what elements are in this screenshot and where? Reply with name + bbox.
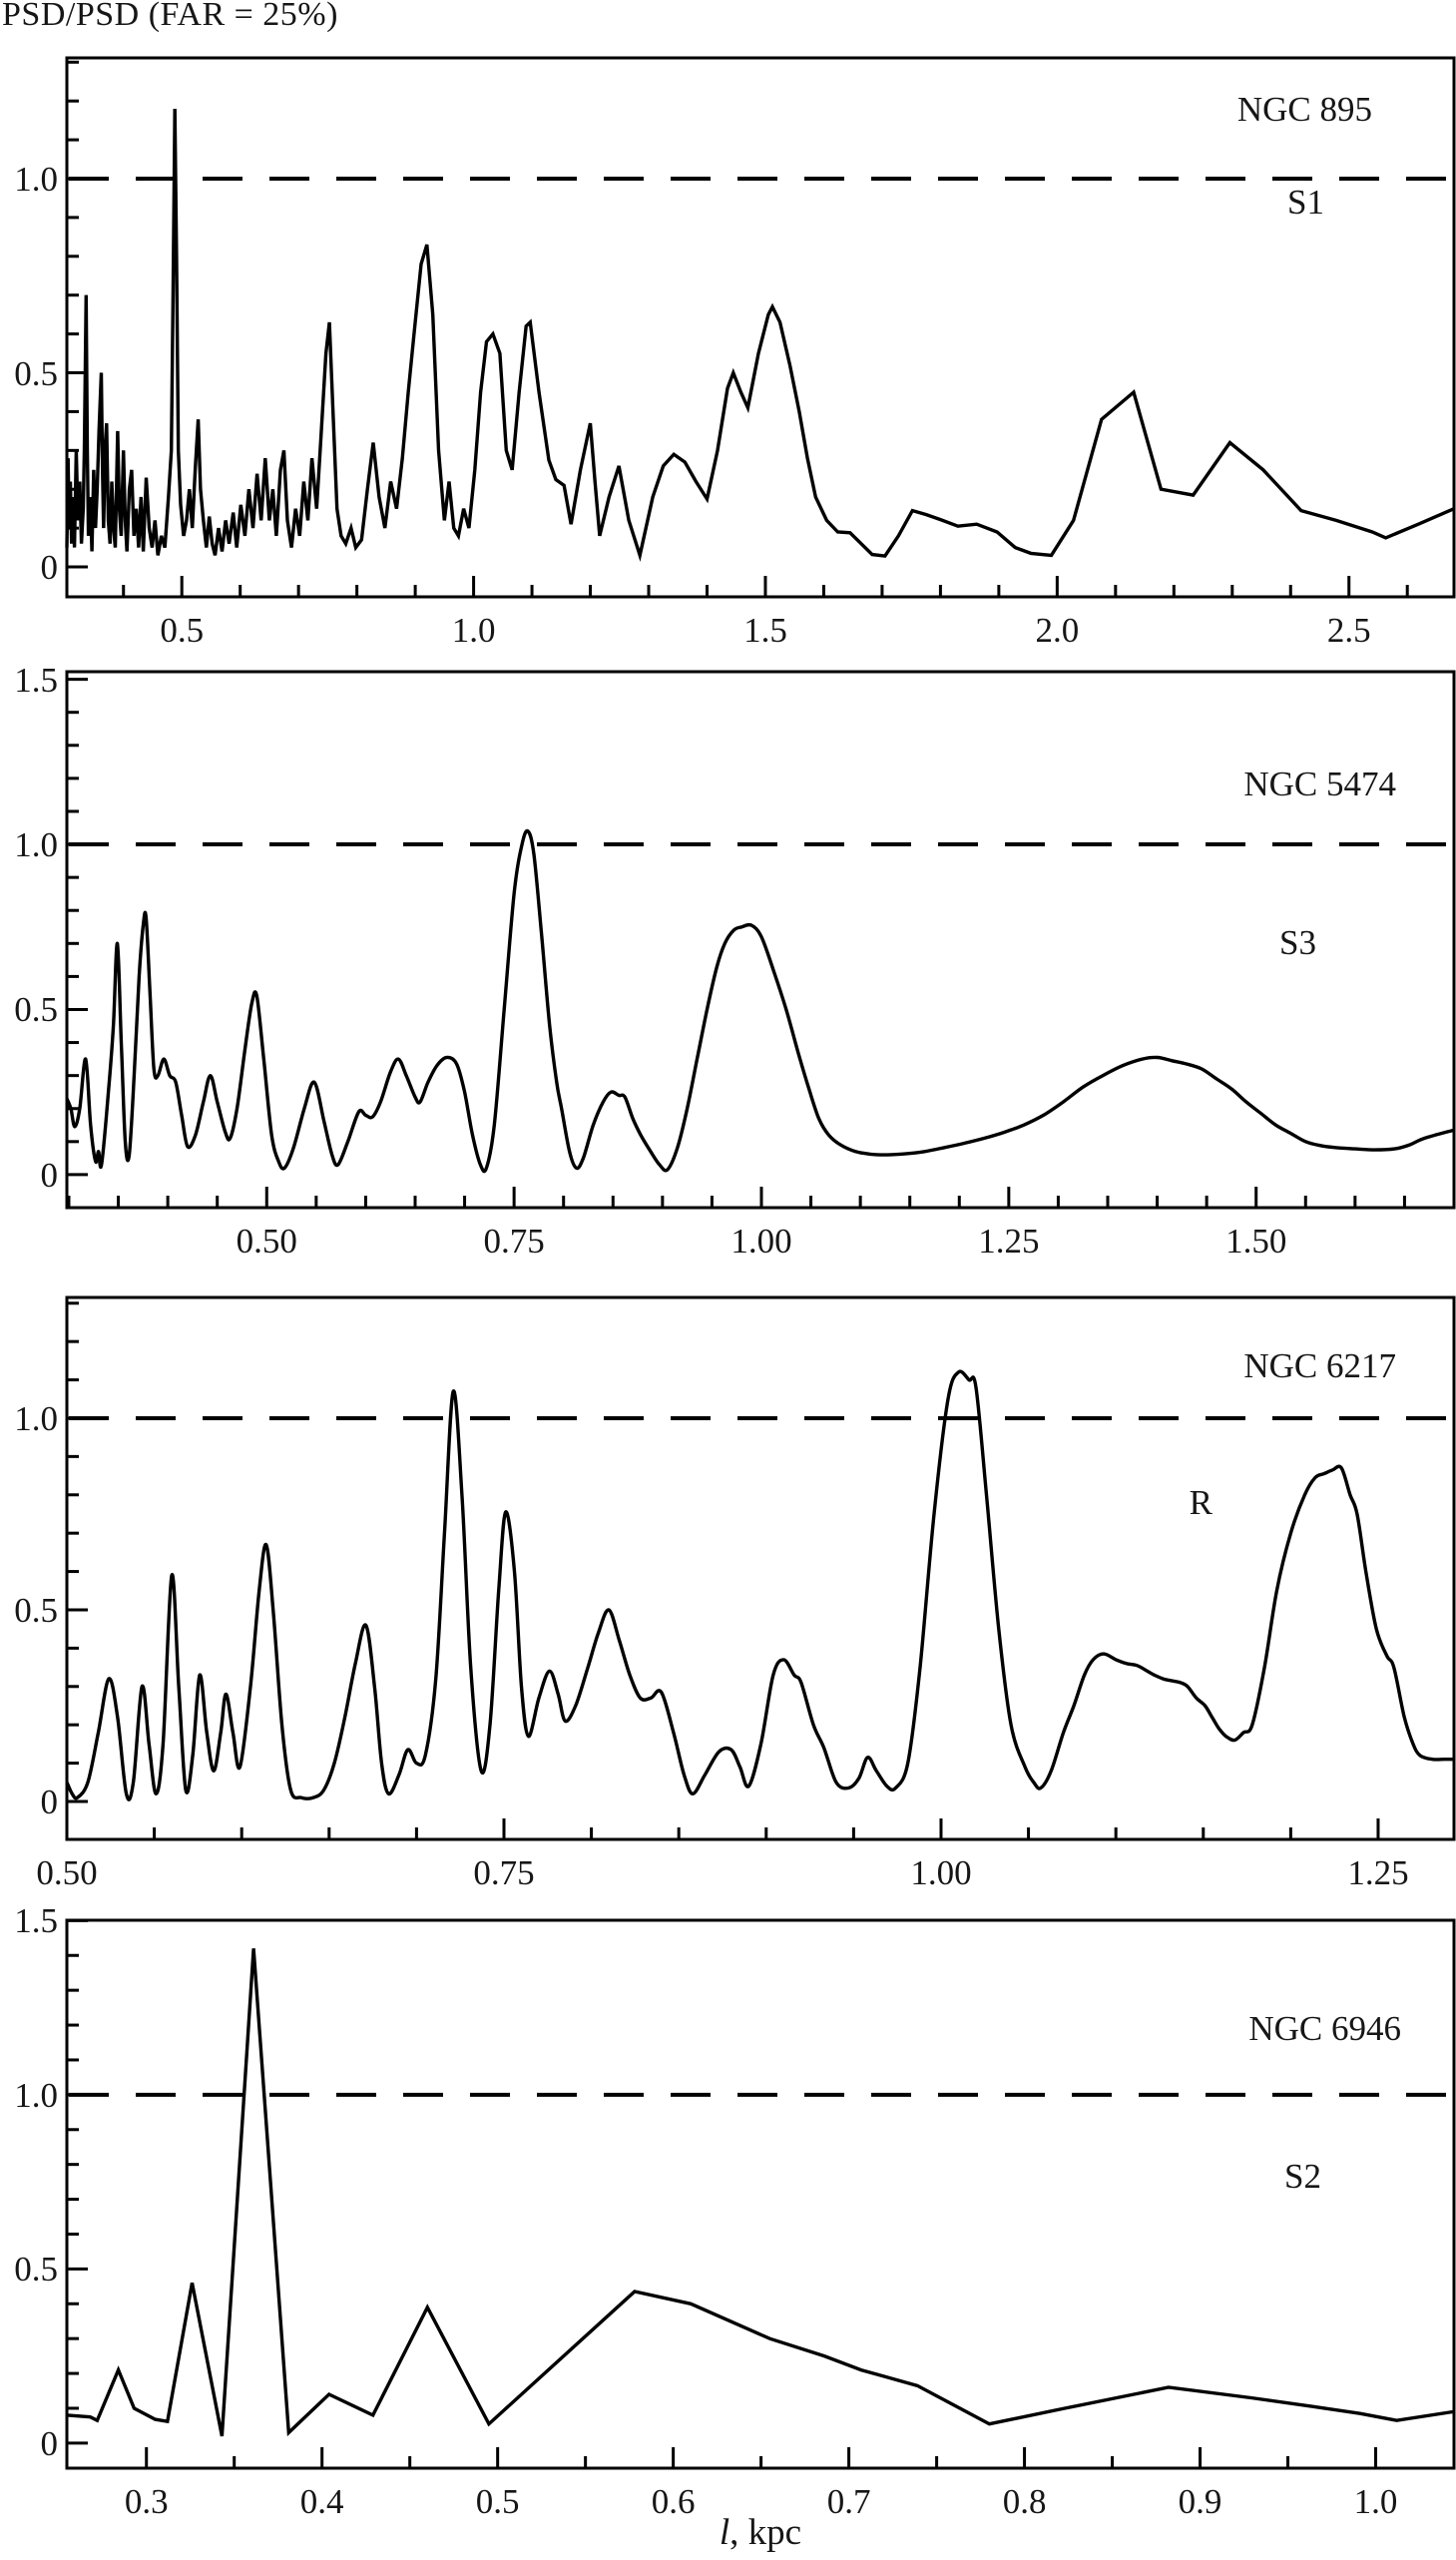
panel-frame (65, 670, 1456, 1210)
x-tick-label: 0.6 (651, 2482, 696, 2521)
x-tick-label: 1.00 (730, 1222, 792, 1261)
x-tick-label: 0.9 (1178, 2482, 1222, 2521)
panel-label-ngc-6217: NGC 6217 (1243, 1346, 1396, 1385)
y-tick-label: 0.5 (14, 353, 58, 393)
panel-frame (65, 56, 1456, 599)
x-tick-label: 0.3 (124, 2482, 169, 2521)
x-tick-label: 0.4 (299, 2482, 344, 2521)
x-tick-label: 0.75 (473, 1853, 535, 1892)
y-tick-label: 0.5 (14, 2250, 58, 2290)
panel-sublabel-s1: S1 (1287, 183, 1324, 222)
panel-label-ngc-895: NGC 895 (1236, 90, 1372, 129)
y-tick-label: 1.0 (14, 2075, 58, 2115)
x-tick-label: 0.50 (236, 1222, 297, 1261)
y-tick-label: 1.5 (14, 660, 58, 700)
y-tick-label: 0 (40, 1155, 59, 1195)
x-axis-unit: , kpc (729, 2512, 802, 2553)
y-tick-label: 1.0 (14, 1398, 58, 1438)
psd-curve (65, 1369, 1454, 1801)
x-axis-variable: l (719, 2512, 730, 2553)
x-tick-label: 2.5 (1326, 611, 1371, 650)
panel-label-ngc-6946: NGC 6946 (1248, 2009, 1401, 2048)
psd-curve (65, 108, 1455, 562)
panel-sublabel-r: R (1189, 1483, 1213, 1522)
y-tick-label: 0.5 (14, 990, 58, 1030)
x-tick-label: 0.8 (1002, 2482, 1047, 2521)
x-tick-label: 1.0 (451, 611, 496, 650)
y-tick-label: 1.5 (14, 1901, 58, 1941)
psd-curve (65, 828, 1455, 1174)
x-tick-label: 0.5 (475, 2482, 520, 2521)
y-tick-label: 0 (40, 1782, 59, 1821)
x-tick-label: 1.5 (743, 611, 787, 650)
panel-sublabel-s3: S3 (1279, 923, 1316, 962)
x-tick-label: 1.00 (910, 1853, 972, 1892)
x-tick-label: 0.75 (483, 1222, 545, 1261)
x-tick-label: 1.0 (1353, 2482, 1398, 2521)
x-tick-label: 0.50 (36, 1853, 98, 1892)
panel-sublabel-s2: S2 (1284, 2157, 1321, 2196)
y-axis-title: PSD/PSD (FAR = 25%) (2, 0, 338, 33)
y-tick-label: 0 (40, 548, 59, 588)
panel-frame (65, 1918, 1456, 2470)
y-tick-label: 1.0 (14, 159, 58, 199)
psd-curve (67, 1948, 1454, 2437)
x-tick-label: 2.0 (1035, 611, 1080, 650)
x-tick-label: 1.50 (1225, 1222, 1287, 1261)
y-tick-label: 1.0 (14, 825, 58, 865)
x-axis-title: l, kpc (611, 2511, 910, 2554)
x-tick-label: 0.5 (160, 611, 205, 650)
y-tick-label: 0 (40, 2423, 59, 2463)
panel-frame (65, 1295, 1456, 1841)
x-tick-label: 0.7 (826, 2482, 871, 2521)
panel-label-ngc-5474: NGC 5474 (1243, 765, 1396, 803)
x-tick-label: 1.25 (1347, 1853, 1409, 1892)
x-tick-label: 1.25 (978, 1222, 1040, 1261)
y-tick-label: 0.5 (14, 1590, 58, 1630)
